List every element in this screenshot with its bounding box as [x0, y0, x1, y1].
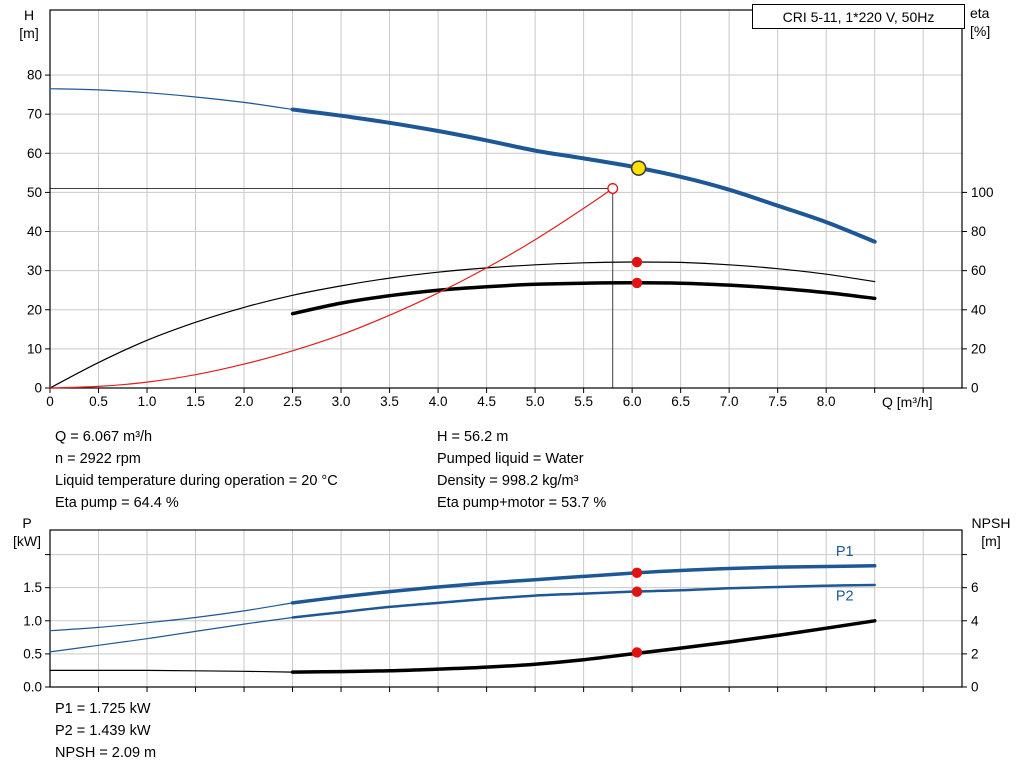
right-tick-label: 100 [971, 185, 994, 200]
left-tick-label: 60 [27, 146, 42, 161]
annotation-npsh: NPSH = 2.09 m [55, 745, 157, 761]
x-tick-label: 6.5 [671, 394, 690, 409]
npsh-axis-label: NPSH [971, 515, 1011, 531]
x-tick-label: 0.5 [89, 394, 108, 409]
annotation-eta-pump-motor: Eta pump+motor = 53.7 % [437, 495, 607, 511]
h-axis-label: H [23, 7, 35, 23]
left-tick-label: 20 [27, 302, 42, 317]
left-tick-label: 1.0 [23, 613, 42, 628]
annotation-density: Density = 998.2 kg/m³ [437, 473, 579, 489]
npsh-curve-thick [290, 619, 877, 674]
right-tick-label: 2 [971, 646, 979, 661]
npsh-axis-header: NPSH [m] [962, 514, 1020, 550]
annotation-p2: P2 = 1.439 kW [55, 723, 151, 739]
x-tick-label: 0 [46, 394, 54, 409]
x-tick-label: 3.5 [380, 394, 399, 409]
right-tick-label: 0 [971, 680, 979, 695]
left-tick-label: 0.5 [23, 646, 42, 661]
left-tick-label: 10 [27, 341, 42, 356]
annotation-p1: P1 = 1.725 kW [55, 701, 151, 717]
right-tick-label: 80 [971, 224, 986, 239]
left-tick-label: 70 [27, 107, 42, 122]
npsh-curve-thin [49, 669, 294, 673]
q-axis-label: Q [m³/h] [882, 394, 933, 410]
plot-border [49, 529, 963, 688]
h-axis-unit: [m] [19, 25, 39, 41]
eta-axis-unit: [%] [970, 23, 991, 39]
eta-axis-label: eta [970, 5, 990, 21]
right-tick-label: 6 [971, 580, 979, 595]
p-axis-unit: [kW] [13, 533, 41, 549]
x-tick-label: 8.0 [817, 394, 836, 409]
eta-pump-point [631, 256, 643, 268]
x-tick-label: 7.0 [720, 394, 739, 409]
requested-duty-point[interactable] [607, 183, 619, 194]
left-tick-label: 80 [27, 68, 42, 83]
right-tick-label: 60 [971, 263, 986, 278]
annotation-pumped-liquid: Pumped liquid = Water [437, 451, 584, 467]
hq-curve-thick [290, 107, 877, 244]
x-tick-label: 2.0 [235, 394, 254, 409]
p2-curve-thin [49, 616, 294, 653]
pump-title-box: CRI 5-11, 1*220 V, 50Hz [752, 4, 965, 29]
p1-curve-thin [49, 602, 294, 632]
hq-curve-thin [49, 88, 294, 111]
left-tick-label: 0 [34, 381, 42, 396]
p1-curve-thick [290, 564, 877, 605]
p2-point [631, 586, 643, 597]
x-tick-label: 5.5 [574, 394, 593, 409]
annotation-flow: Q = 6.067 m³/h [55, 429, 153, 445]
left-tick-label: 30 [27, 263, 42, 278]
npsh-axis-unit: [m] [981, 533, 1001, 549]
eta-pump-motor-curve [290, 281, 877, 316]
right-tick-label: 20 [971, 341, 986, 356]
annotation-liquid-temperature: Liquid temperature during operation = 20… [55, 473, 338, 489]
p2-curve-thick-label: P2 [836, 588, 854, 604]
x-tick-label: 5.0 [526, 394, 545, 409]
p2-curve-thick [291, 583, 876, 619]
result-block-left: Q = 6.067 m³/h n = 2922 rpm Liquid tempe… [55, 426, 338, 514]
x-tick-label: 6.0 [623, 394, 642, 409]
left-tick-label: 0.0 [23, 680, 42, 695]
x-tick-label: 4.5 [477, 394, 496, 409]
x-tick-label: 1.0 [138, 394, 157, 409]
annotation-speed: n = 2922 rpm [55, 451, 141, 467]
right-tick-label: 0 [971, 381, 979, 396]
left-tick-label: 50 [27, 185, 42, 200]
left-tick-label: 40 [27, 224, 42, 239]
x-tick-label: 2.5 [283, 394, 302, 409]
eta-pump-curve [49, 261, 876, 389]
left-tick-label: 1.5 [23, 580, 42, 595]
p-axis-header: P [kW] [4, 514, 50, 550]
annotation-head: H = 56.2 m [437, 429, 509, 445]
x-tick-label: 4.0 [429, 394, 448, 409]
eta-pump-motor-point [631, 277, 643, 289]
npsh-point [631, 647, 643, 658]
right-tick-label: 4 [971, 613, 979, 628]
h-axis-header: H [m] [8, 6, 50, 42]
right-tick-label: 40 [971, 302, 986, 317]
p-axis-label: P [22, 515, 32, 531]
p1-curve-thick-label: P1 [836, 544, 854, 560]
x-tick-label: 1.5 [186, 394, 205, 409]
eta-axis-header: eta [%] [970, 4, 1020, 40]
result-block-bottom: P1 = 1.725 kW P2 = 1.439 kW NPSH = 2.09 … [55, 698, 156, 764]
system-resistance-curve [49, 187, 614, 389]
plot-border [49, 9, 963, 389]
operating-point[interactable] [630, 160, 647, 176]
p1-point [631, 567, 643, 578]
x-tick-label: 3.0 [332, 394, 351, 409]
x-tick-label: 7.5 [768, 394, 787, 409]
result-block-right: H = 56.2 m Pumped liquid = Water Density… [437, 426, 606, 514]
annotation-eta-pump: Eta pump = 64.4 % [55, 495, 179, 511]
